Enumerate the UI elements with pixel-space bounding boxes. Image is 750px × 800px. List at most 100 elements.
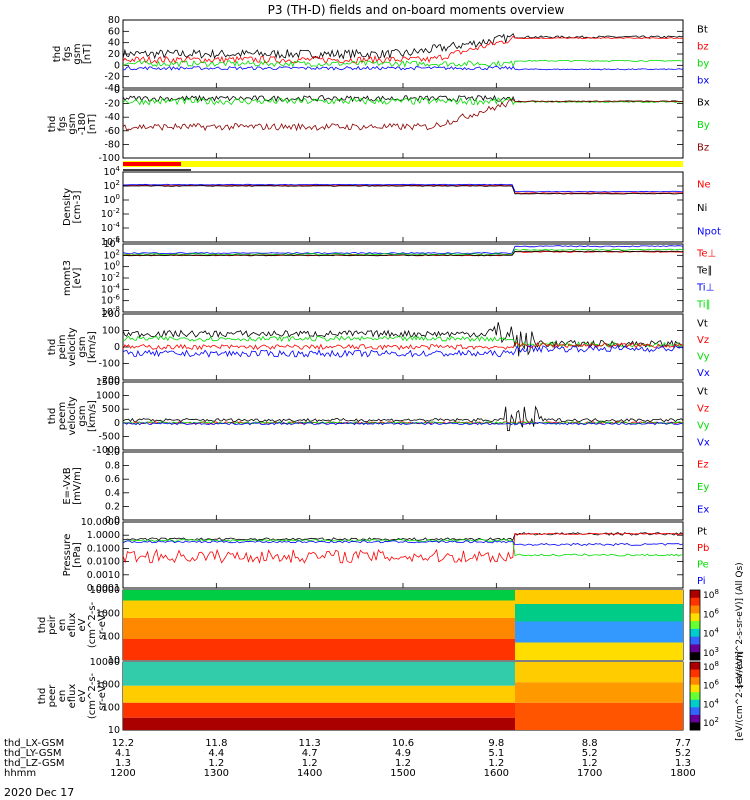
y-tick-label: -40 xyxy=(104,112,120,123)
colorbar-swatch xyxy=(690,621,700,630)
colorbar-swatch xyxy=(690,677,700,686)
panel-temperature: momt3 [eV]10410210010-210-410-610-8Te⊥Te∥… xyxy=(62,237,716,318)
y-tick-label: 1000 xyxy=(96,680,120,691)
colorbar-swatch xyxy=(690,662,700,671)
panel-data xyxy=(123,532,683,564)
colorbar-label: 102 xyxy=(703,716,719,729)
legend-Pb: Pb xyxy=(697,543,709,554)
colorbar-label: 108 xyxy=(703,660,719,673)
colorbar-swatch xyxy=(690,699,700,708)
spectrum-band xyxy=(515,642,683,660)
y-axis-label-line: eV xyxy=(77,689,88,702)
panel-data xyxy=(123,94,683,132)
legend-Vz: Vz xyxy=(697,404,709,415)
legend-Pt: Pt xyxy=(697,526,707,537)
trace-Vx xyxy=(123,344,683,358)
trace-bz xyxy=(123,35,683,65)
trace-Pb xyxy=(123,532,683,564)
y-axis-label-line: [nPa] xyxy=(72,542,83,568)
y-axis-label-line: peir xyxy=(47,614,58,634)
trace-bx xyxy=(123,65,683,71)
y-tick-label: 10-8 xyxy=(101,305,120,318)
trace-by xyxy=(123,59,683,68)
legend-Bz: Bz xyxy=(697,143,709,154)
panel-ion_velocity: thd peim velocity gsm [km/s] 200 100 0 -100 -200 V… xyxy=(47,309,710,386)
legend-Te⊥: Te⊥ xyxy=(696,249,716,260)
panel-data xyxy=(123,33,683,71)
ephemeris-value: 1.2 xyxy=(488,758,504,769)
trace-Bx xyxy=(123,94,683,103)
trace-Ti-perp xyxy=(123,245,683,255)
legend-Bx: Bx xyxy=(697,97,710,108)
ephemeris-value: 4.1 xyxy=(115,748,131,759)
trace-Pi xyxy=(123,540,683,546)
y-tick-label: 10000 xyxy=(90,585,120,596)
legend-Vt: Vt xyxy=(697,387,708,398)
y-axis-label: momt3 [eV] xyxy=(62,260,83,296)
y-axis-label-line: Density xyxy=(62,188,73,226)
legend-Ez: Ez xyxy=(697,459,709,470)
panel-density: Density [cm-3]10410210010-210-410-6NeNiNp… xyxy=(62,165,721,248)
y-tick-label: 10.0000 xyxy=(81,517,120,528)
y-axis-label: E=-VxB [mV/m] xyxy=(62,467,83,505)
colorbar-label: 104 xyxy=(703,627,719,640)
legend-Pi: Pi xyxy=(697,576,706,587)
panel-frame xyxy=(122,451,684,521)
y-tick-label: 1.0 xyxy=(105,447,120,458)
y-axis-label-line: Pressure xyxy=(62,534,73,577)
panel-elec_velocity: thd peem velocity gsm [km/s] 1500 1000 500 0 -500… xyxy=(47,377,710,456)
trace-Npot xyxy=(123,183,683,193)
figure-title: P3 (TH-D) fields and on-board moments ov… xyxy=(268,3,565,17)
y-axis-label-line: en xyxy=(57,690,68,703)
ephemeris-value: 7.7 xyxy=(675,738,691,749)
y-tick-label: -40 xyxy=(104,83,120,94)
ephemeris-value: 11.3 xyxy=(299,738,321,749)
y-tick-label: 60 xyxy=(108,26,120,37)
colorbar-title: [eV/(cm^2-s-sr-eV)] xyxy=(735,651,745,741)
ephemeris-value: 5.1 xyxy=(488,748,504,759)
y-axis-label-line: peim xyxy=(57,334,68,359)
colorbar-swatch xyxy=(690,714,700,723)
y-tick-label: 0.0010 xyxy=(87,570,120,581)
trace-Ti-par xyxy=(123,248,683,256)
ephemeris-value: 1700 xyxy=(577,768,602,779)
y-tick-label: 10 xyxy=(108,725,120,736)
y-tick-label: -100 xyxy=(98,153,120,164)
y-tick-label: 1.0000 xyxy=(87,530,120,541)
trace-Pt xyxy=(123,532,683,542)
ephemeris-label: thd_LZ-GSM xyxy=(4,758,65,769)
y-tick-label: 0.4 xyxy=(105,488,120,499)
panel-pressure: Pressure [nPa] 10.0000 1.0000 0.1000 0.0100 0.… xyxy=(62,517,709,594)
legend-Vt: Vt xyxy=(697,318,708,329)
ephemeris-value: 1.2 xyxy=(302,758,318,769)
spectrum-band xyxy=(515,621,683,643)
legend-Pe: Pe xyxy=(697,559,709,570)
y-tick-label: -60 xyxy=(104,126,120,137)
legend-Ey: Ey xyxy=(697,482,709,493)
y-tick-label: 104 xyxy=(103,237,120,250)
ephemeris-table: thd_LX-GSM 12.2 11.8 11.3 10.6 9.8 8.8 7.7 thd_L… xyxy=(4,738,696,779)
y-tick-label: 0.6 xyxy=(105,474,120,485)
trace-Bz xyxy=(123,99,683,132)
colorbar-swatch xyxy=(690,628,700,638)
y-axis-label-line: [eV] xyxy=(72,268,83,289)
colorbar-swatch xyxy=(690,605,700,614)
legend-Ti∥: Ti∥ xyxy=(696,300,711,311)
y-axis-label-line: eflux xyxy=(67,613,78,638)
panel-data xyxy=(123,662,683,730)
legend-Ni: Ni xyxy=(697,203,707,214)
colorbar-swatch xyxy=(690,636,700,645)
y-tick-label: 100 xyxy=(102,326,120,337)
y-axis-label-line: velocity xyxy=(67,327,78,366)
y-tick-label: 0 xyxy=(114,418,120,429)
ephemeris-value: 4.4 xyxy=(208,748,224,759)
y-tick-label: 102 xyxy=(103,248,120,261)
panel-data xyxy=(123,245,683,257)
y-axis-label-line: thd xyxy=(52,46,63,63)
panel-data xyxy=(123,405,683,432)
y-tick-label: 500 xyxy=(102,404,120,415)
y-tick-label: 10-6 xyxy=(101,294,121,307)
y-axis-label-line: [nT] xyxy=(82,44,93,64)
mode-bar-red xyxy=(123,162,181,166)
